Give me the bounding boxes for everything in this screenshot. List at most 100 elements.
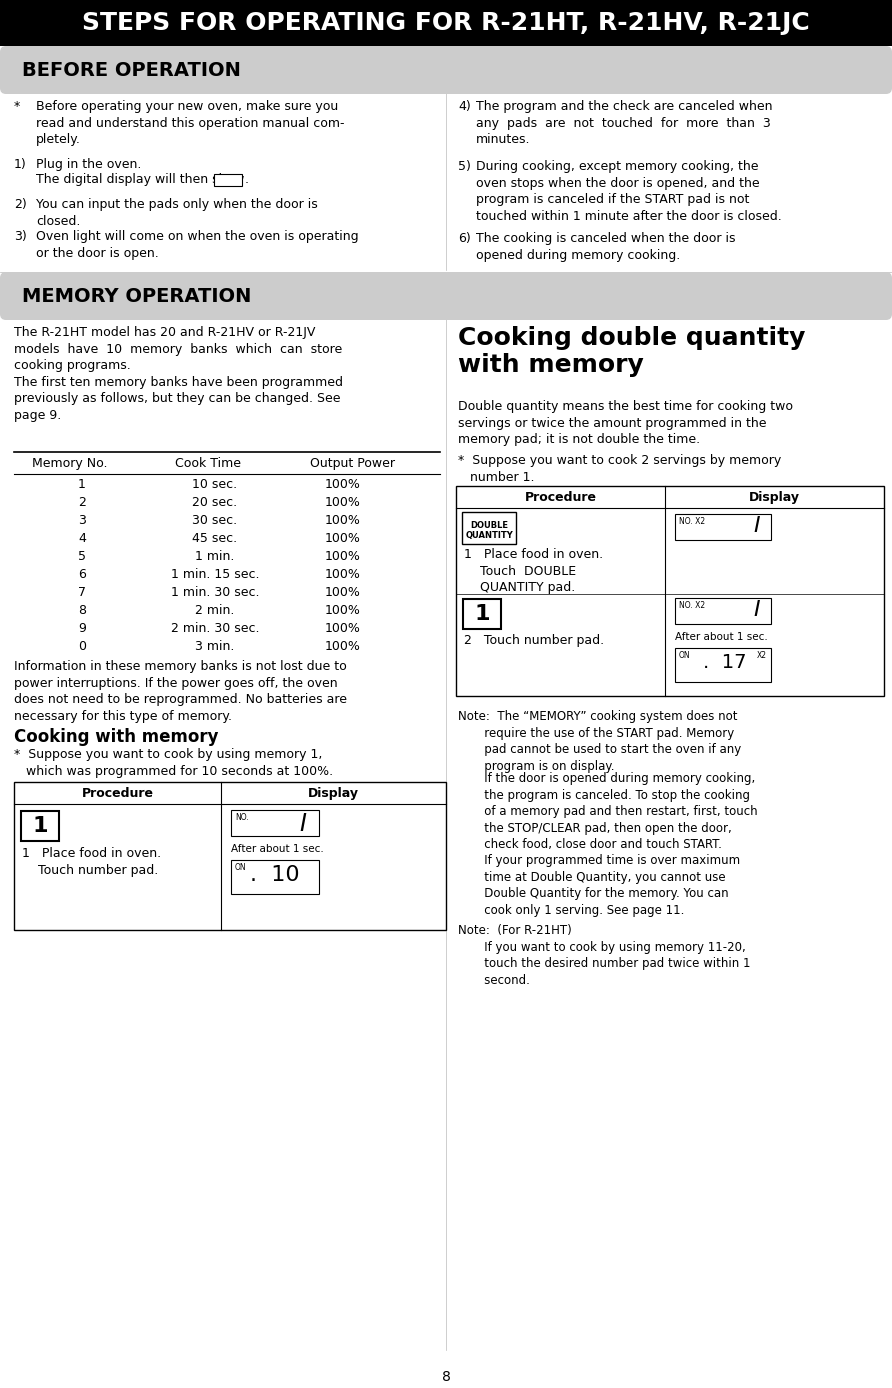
Text: The program and the check are canceled when
any  pads  are  not  touched  for  m: The program and the check are canceled w… — [476, 100, 772, 146]
Text: Before operating your new oven, make sure you
read and understand this operation: Before operating your new oven, make sur… — [36, 100, 344, 146]
Text: 2 min. 30 sec.: 2 min. 30 sec. — [170, 622, 260, 634]
Text: The digital display will then show: The digital display will then show — [36, 174, 244, 186]
Text: STEPS FOR OPERATING FOR R-21HT, R-21HV, R-21JC: STEPS FOR OPERATING FOR R-21HT, R-21HV, … — [82, 11, 810, 35]
Text: .: . — [217, 175, 219, 185]
Text: 1 min. 30 sec.: 1 min. 30 sec. — [170, 586, 260, 600]
Text: Note:  The “MEMORY” cooking system does not
       require the use of the START : Note: The “MEMORY” cooking system does n… — [458, 711, 741, 773]
Text: NO. X2: NO. X2 — [679, 516, 705, 526]
Text: 20 sec.: 20 sec. — [193, 496, 237, 509]
Text: The R-21HT model has 20 and R-21HV or R-21JV
models  have  10  memory  banks  wh: The R-21HT model has 20 and R-21HV or R-… — [14, 326, 343, 422]
Text: 100%: 100% — [325, 496, 361, 509]
Text: 3): 3) — [14, 230, 27, 243]
Text: After about 1 sec.: After about 1 sec. — [231, 844, 324, 854]
Text: 4): 4) — [458, 100, 471, 112]
Text: Procedure: Procedure — [524, 490, 597, 504]
Text: 3: 3 — [78, 514, 86, 527]
Text: 1: 1 — [32, 816, 48, 836]
Text: 5: 5 — [78, 550, 86, 564]
Text: Procedure: Procedure — [82, 787, 153, 799]
Text: NO.: NO. — [235, 813, 249, 822]
Text: 2: 2 — [78, 496, 86, 509]
Bar — [675, 648, 771, 682]
Text: Output Power: Output Power — [310, 457, 395, 471]
Text: ON: ON — [235, 863, 246, 872]
Text: During cooking, except memory cooking, the
oven stops when the door is opened, a: During cooking, except memory cooking, t… — [476, 160, 781, 222]
Text: 9: 9 — [78, 622, 86, 634]
Bar — [231, 811, 319, 836]
Text: 2): 2) — [14, 198, 27, 211]
Bar — [214, 174, 242, 186]
Text: .  17: . 17 — [703, 652, 747, 672]
Text: Cooking double quantity
with memory: Cooking double quantity with memory — [458, 326, 805, 378]
Bar — [14, 781, 446, 930]
Text: Cooking with memory: Cooking with memory — [14, 727, 219, 745]
Text: X2: X2 — [757, 651, 767, 661]
FancyBboxPatch shape — [462, 512, 516, 544]
Text: 8: 8 — [78, 604, 86, 618]
Text: 100%: 100% — [325, 477, 361, 491]
Text: If the door is opened during memory cooking,
       the program is canceled. To : If the door is opened during memory cook… — [458, 772, 757, 851]
Text: Cook Time: Cook Time — [175, 457, 241, 471]
Text: 6: 6 — [78, 568, 86, 582]
Bar — [456, 486, 884, 695]
Text: 1 min. 15 sec.: 1 min. 15 sec. — [170, 568, 260, 582]
Text: 100%: 100% — [325, 568, 361, 582]
Text: Double quantity means the best time for cooking two
servings or twice the amount: Double quantity means the best time for … — [458, 400, 793, 446]
Text: *  Suppose you want to cook 2 servings by memory
   number 1.: * Suppose you want to cook 2 servings by… — [458, 454, 781, 483]
Text: 1 min.: 1 min. — [195, 550, 235, 564]
Text: 1   Place food in oven.
    Touch  DOUBLE
    QUANTITY pad.: 1 Place food in oven. Touch DOUBLE QUANT… — [464, 548, 603, 594]
Text: 8: 8 — [442, 1370, 450, 1384]
Bar — [231, 861, 319, 894]
Text: 4: 4 — [78, 532, 86, 545]
Text: .: . — [245, 174, 249, 186]
Text: 2 min.: 2 min. — [195, 604, 235, 618]
Text: I: I — [754, 516, 760, 536]
Text: 3 min.: 3 min. — [195, 640, 235, 652]
Text: 100%: 100% — [325, 604, 361, 618]
Text: DOUBLE
QUANTITY: DOUBLE QUANTITY — [465, 520, 513, 540]
Text: 7: 7 — [78, 586, 86, 600]
Text: *: * — [14, 100, 21, 112]
Text: NO. X2: NO. X2 — [679, 601, 705, 609]
Text: 6): 6) — [458, 232, 471, 246]
Text: I: I — [300, 812, 307, 836]
Text: Display: Display — [749, 490, 800, 504]
Text: 1): 1) — [14, 158, 27, 171]
Text: I: I — [754, 600, 760, 620]
Text: Plug in the oven.: Plug in the oven. — [36, 158, 141, 171]
Text: After about 1 sec.: After about 1 sec. — [675, 632, 768, 643]
Text: Oven light will come on when the oven is operating
or the door is open.: Oven light will come on when the oven is… — [36, 230, 359, 260]
Text: 30 sec.: 30 sec. — [193, 514, 237, 527]
Bar — [675, 598, 771, 625]
Text: The cooking is canceled when the door is
opened during memory cooking.: The cooking is canceled when the door is… — [476, 232, 736, 261]
Text: Note:  (For R-21HT)
       If you want to cook by using memory 11-20,
       tou: Note: (For R-21HT) If you want to cook b… — [458, 924, 750, 987]
Bar — [675, 514, 771, 540]
Bar — [0, 0, 892, 46]
Text: 10 sec.: 10 sec. — [193, 477, 237, 491]
Text: ON: ON — [679, 651, 690, 661]
FancyBboxPatch shape — [21, 811, 59, 841]
Text: 45 sec.: 45 sec. — [193, 532, 237, 545]
Text: MEMORY OPERATION: MEMORY OPERATION — [22, 286, 252, 305]
Text: Information in these memory banks is not lost due to
power interruptions. If the: Information in these memory banks is not… — [14, 661, 347, 723]
Text: 100%: 100% — [325, 550, 361, 564]
Text: Display: Display — [308, 787, 359, 799]
Text: 100%: 100% — [325, 622, 361, 634]
Text: 2   Touch number pad.: 2 Touch number pad. — [464, 634, 604, 647]
Text: 1   Place food in oven.
    Touch number pad.: 1 Place food in oven. Touch number pad. — [22, 847, 161, 876]
Text: 0: 0 — [78, 640, 86, 652]
Text: You can input the pads only when the door is
closed.: You can input the pads only when the doo… — [36, 198, 318, 228]
Text: If your programmed time is over maximum
       time at Double Quantity, you cann: If your programmed time is over maximum … — [458, 854, 740, 916]
Text: BEFORE OPERATION: BEFORE OPERATION — [22, 61, 241, 79]
Text: *  Suppose you want to cook by using memory 1,
   which was programmed for 10 se: * Suppose you want to cook by using memo… — [14, 748, 333, 777]
Text: 1: 1 — [475, 604, 490, 625]
Text: Memory No.: Memory No. — [32, 457, 108, 471]
FancyBboxPatch shape — [0, 272, 892, 321]
Text: 1: 1 — [78, 477, 86, 491]
Text: .  10: . 10 — [250, 865, 300, 886]
FancyBboxPatch shape — [463, 600, 501, 629]
Text: 5): 5) — [458, 160, 471, 174]
Text: 100%: 100% — [325, 586, 361, 600]
FancyBboxPatch shape — [0, 46, 892, 94]
Text: 100%: 100% — [325, 640, 361, 652]
